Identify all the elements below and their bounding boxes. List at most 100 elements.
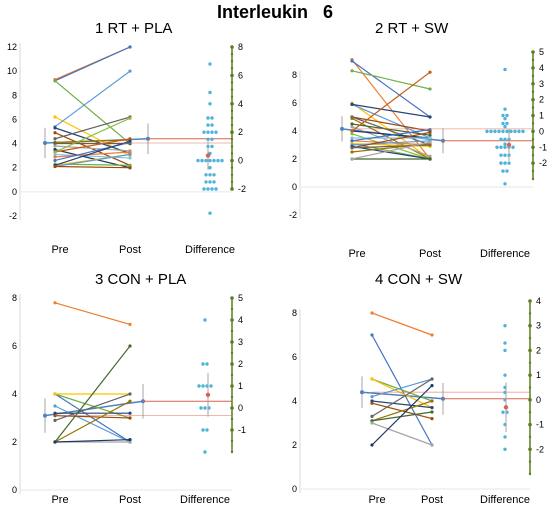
post-point	[128, 344, 132, 348]
pair-line	[351, 145, 431, 160]
difference-point	[503, 116, 507, 121]
post-point	[430, 377, 434, 381]
pre-point	[370, 377, 374, 381]
difference-point	[208, 62, 212, 66]
pre-point	[370, 443, 374, 447]
pre-point	[370, 311, 374, 315]
y-tick-label: 4	[292, 126, 297, 136]
difference-point	[206, 137, 210, 141]
difference-axis-minor	[531, 114, 535, 117]
post-point	[128, 156, 132, 160]
difference-axis-minor	[528, 460, 532, 463]
difference-axis-minor	[230, 145, 234, 148]
pre-point	[53, 79, 57, 83]
difference-tick-label: 2	[539, 95, 544, 105]
panel-title: 3 CON + PLA	[95, 271, 186, 288]
difference-axis-minor	[531, 58, 535, 62]
y-tick-label: 6	[292, 98, 297, 108]
post-point	[430, 399, 434, 403]
post-point	[428, 130, 432, 134]
pair-line	[351, 130, 431, 139]
pair-line	[351, 71, 431, 132]
diff-mean-point	[506, 142, 512, 148]
difference-point	[208, 102, 212, 106]
difference-point	[214, 187, 218, 191]
pair-line	[351, 141, 431, 160]
difference-point	[499, 137, 503, 142]
difference-axis-minor	[230, 166, 234, 169]
difference-axis-minor	[230, 406, 234, 410]
pre-point	[350, 146, 354, 150]
difference-tick-label: 0	[539, 126, 544, 136]
difference-axis-minor	[230, 159, 234, 162]
difference-point	[511, 145, 515, 149]
pair-line	[54, 138, 131, 153]
difference-axis-minor	[528, 324, 532, 327]
difference-point	[503, 153, 507, 157]
pair-line	[351, 59, 431, 160]
y-tick-label: 12	[7, 42, 17, 52]
y-tick-label: 0	[292, 484, 297, 494]
pair-line	[54, 70, 131, 128]
y-tick-label: 2	[12, 437, 17, 447]
difference-axis-minor	[230, 45, 234, 49]
y-tick-label: 8	[12, 90, 17, 100]
difference-point	[517, 129, 521, 134]
difference-point	[499, 145, 503, 149]
post-point	[128, 392, 132, 396]
panel-3: 3 CON + PLA 0 2 4 6 8 -1 0 1 2 3 4 5 Pre Post Differenc…	[12, 271, 246, 506]
difference-axis-minor	[528, 386, 532, 389]
y-tick-label: 2	[292, 154, 297, 164]
pair-line	[351, 117, 431, 160]
difference-tick-label: 3	[539, 79, 544, 89]
difference-axis-minor	[531, 106, 535, 109]
difference-axis-minor	[528, 349, 532, 352]
pre-point	[53, 158, 57, 163]
difference-point	[509, 129, 513, 134]
difference-point	[501, 129, 505, 134]
pre-point	[53, 150, 57, 154]
difference-point	[507, 161, 511, 165]
difference-point	[503, 447, 507, 451]
pair-line	[371, 400, 433, 422]
difference-tick-label: 1	[536, 370, 541, 380]
difference-axis-minor	[528, 423, 532, 426]
difference-axis-minor	[531, 169, 535, 173]
pre-point	[53, 148, 57, 152]
difference-point	[216, 158, 220, 163]
difference-point	[521, 129, 525, 134]
difference-axis-minor	[230, 362, 234, 366]
post-point	[128, 416, 132, 420]
pair-line	[351, 140, 431, 146]
y-tick-label: -2	[289, 210, 297, 220]
post-point	[430, 417, 434, 421]
post-point	[428, 128, 432, 132]
difference-axis-minor	[230, 329, 234, 333]
pair-line	[351, 129, 431, 142]
category-label: Pre	[368, 494, 385, 506]
difference-axis-minor	[230, 131, 234, 134]
post-point	[128, 438, 132, 442]
difference-axis-minor	[531, 98, 535, 101]
pre-point	[350, 129, 354, 133]
difference-point	[202, 187, 206, 191]
pre-point	[370, 399, 374, 403]
pair-line	[54, 405, 131, 443]
difference-point	[210, 116, 214, 120]
pre-point	[350, 102, 354, 106]
post-point	[128, 116, 132, 120]
post-point	[428, 133, 432, 137]
pre-point	[370, 401, 374, 405]
y-tick-label: 8	[12, 293, 17, 303]
difference-tick-label: 4	[238, 315, 243, 325]
difference-point	[201, 384, 205, 388]
pre-point	[53, 392, 57, 396]
post-point	[128, 399, 132, 403]
difference-point	[503, 145, 507, 149]
diff-mean-point	[205, 153, 211, 158]
difference-point	[503, 161, 507, 165]
difference-point	[212, 180, 216, 184]
difference-axis-minor	[230, 138, 234, 141]
pre-point	[53, 152, 57, 157]
category-label: Post	[419, 248, 441, 260]
